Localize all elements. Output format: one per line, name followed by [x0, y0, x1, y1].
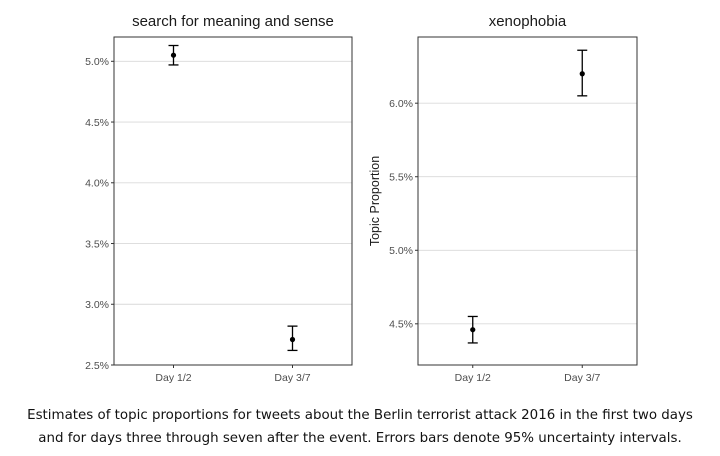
x-tick-label: Day 3/7 [564, 372, 600, 384]
panel-xenophobia: 4.5% 5.0% 5.5% 6.0% Day 1/2 Day 3/7 xenophobia… [368, 13, 638, 384]
plot-background [114, 37, 352, 365]
y-tick-label: 4.0% [85, 178, 109, 190]
x-tick-label: Day 1/2 [455, 372, 491, 384]
y-tick-label: 4.5% [85, 117, 109, 129]
data-point [470, 327, 476, 333]
y-tick-label: 4.5% [389, 319, 413, 331]
y-tick-label: 6.0% [389, 98, 413, 110]
data-point [289, 336, 296, 343]
x-tick-label: Day 1/2 [155, 372, 191, 384]
data-point [170, 52, 177, 58]
panel-search-for-meaning-and-sense: 2.5% 3.0% 3.5% 4.0% 4.5% 5.0% Day 1/2 Day 3/7 se… [85, 13, 353, 384]
panel-title: xenophobia [489, 13, 567, 30]
caption-line-1: Estimates of topic proportions for tweet… [27, 408, 693, 423]
y-tick-label: 5.0% [389, 245, 413, 257]
panel-border [417, 36, 638, 366]
y-tick-label: 2.5% [85, 360, 109, 372]
y-tick-label: 5.5% [389, 172, 413, 184]
data-point [579, 71, 585, 77]
plot-background [418, 37, 637, 365]
panel-title: search for meaning and sense [132, 13, 334, 30]
y-tick-label: 3.5% [85, 238, 109, 250]
y-axis-label: Topic Proportion [368, 156, 382, 246]
y-tick-label: 5.0% [85, 56, 109, 68]
panel-border [113, 36, 353, 366]
x-tick-label: Day 3/7 [274, 372, 310, 384]
y-tick-label: 3.0% [85, 299, 109, 311]
caption-line-2: and for days three through seven after t… [38, 431, 682, 446]
